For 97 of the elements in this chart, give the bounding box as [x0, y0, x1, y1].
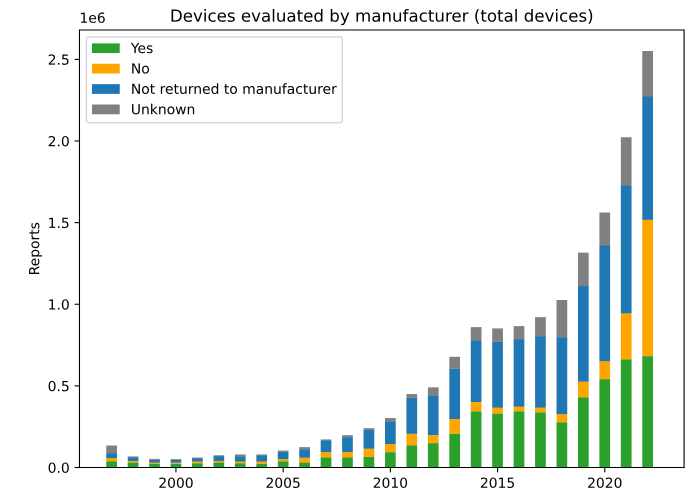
bar [642, 51, 653, 96]
bar [578, 252, 589, 286]
bar [428, 435, 439, 444]
bar [514, 326, 524, 340]
bar [406, 398, 418, 434]
bar [449, 368, 460, 420]
bar [278, 452, 289, 460]
legend-label: Yes [130, 42, 153, 54]
bar [428, 395, 439, 436]
bar [320, 458, 332, 468]
bar [213, 456, 224, 461]
bar [299, 449, 310, 458]
bar [364, 448, 374, 457]
bar [642, 96, 653, 220]
bar [320, 452, 332, 458]
bar [149, 464, 160, 468]
y-tick-label: 0.5 [48, 380, 69, 392]
bar [470, 402, 482, 412]
bar [492, 328, 503, 342]
bar [299, 458, 310, 463]
bar [256, 464, 268, 468]
y-tick-label: 0.0 [48, 462, 69, 473]
bar [364, 430, 374, 449]
bar [535, 336, 546, 408]
y-tick-label: 1.5 [49, 218, 69, 228]
bar [620, 359, 632, 468]
bar [342, 452, 353, 458]
bar [578, 286, 589, 382]
bar [449, 356, 460, 369]
bar [384, 444, 396, 452]
bar [106, 458, 117, 462]
bar [128, 457, 138, 461]
x-tick-label: 2015 [480, 477, 514, 488]
bar [535, 412, 546, 468]
bar [384, 421, 396, 444]
bar [620, 185, 632, 314]
bar [384, 452, 396, 468]
x-tick-label: 2005 [266, 477, 300, 488]
bar [320, 440, 332, 452]
bar [514, 411, 524, 468]
bar [556, 337, 568, 414]
x-tick-label: 2010 [374, 477, 408, 488]
bar [192, 458, 203, 462]
bar [492, 408, 503, 414]
bar [128, 462, 138, 468]
bar [642, 356, 653, 468]
bar [535, 408, 546, 412]
legend-label: No [132, 63, 149, 74]
bar [449, 419, 460, 434]
bar [578, 382, 589, 398]
y-tick-label: 2.0 [48, 136, 69, 146]
bar [106, 445, 117, 454]
bar [578, 397, 589, 468]
bar [170, 460, 182, 463]
bar [406, 434, 418, 446]
bar [535, 317, 546, 336]
bar [106, 453, 117, 458]
bar [299, 462, 310, 468]
bar [514, 340, 524, 407]
bar [449, 434, 460, 468]
bar [428, 443, 439, 468]
bar [470, 327, 482, 340]
bar [620, 313, 632, 360]
bar [492, 342, 503, 408]
bar [599, 212, 610, 246]
y-tick-label: 1.0 [49, 299, 69, 310]
bar [406, 394, 418, 398]
bar [406, 445, 418, 468]
bar [599, 379, 610, 468]
bar [492, 414, 503, 468]
bar [470, 340, 482, 402]
bar [364, 456, 374, 468]
text: 1e6 [80, 12, 105, 23]
y-tick-label: 2.5 [48, 54, 69, 65]
legend-label: Not returned to manufacturer [132, 83, 337, 94]
bar [599, 245, 610, 362]
bar [428, 387, 439, 396]
bar [342, 458, 353, 468]
bar [234, 456, 246, 462]
bar [149, 460, 160, 463]
bar [514, 406, 524, 412]
bar [556, 414, 568, 422]
bar [384, 418, 396, 422]
bar [256, 455, 268, 462]
bar [642, 220, 653, 356]
bar [556, 300, 568, 338]
chart-title: Devices evaluated by manufacturer (total devices) [172, 9, 592, 26]
bar [213, 462, 224, 468]
bar [620, 137, 632, 186]
x-tick-label: 2000 [159, 477, 193, 488]
x-tick-label: 2020 [588, 477, 622, 488]
bar [599, 361, 610, 380]
y-axis-title: Reports [29, 222, 42, 274]
bar [556, 422, 568, 468]
legend-label: Unknown [132, 104, 194, 114]
bar [342, 437, 353, 452]
bar [470, 411, 482, 468]
